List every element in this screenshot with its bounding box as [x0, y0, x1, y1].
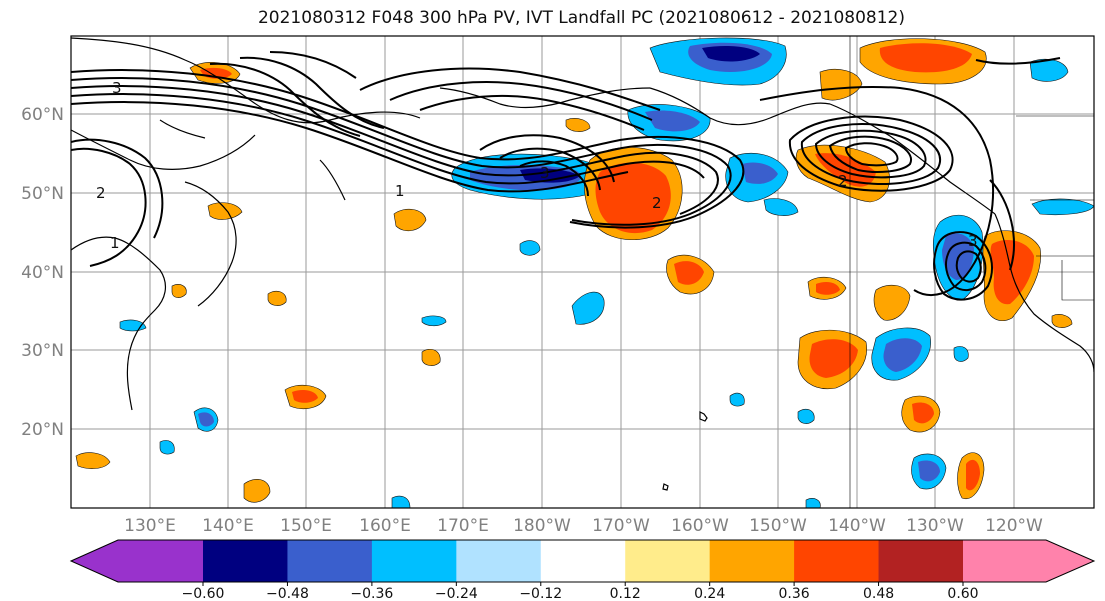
contour-label: 3	[540, 164, 550, 182]
contour-label: 3	[968, 232, 978, 250]
map-frame	[70, 35, 1095, 509]
lon-tick-label: 180°W	[513, 516, 571, 536]
lon-tick-label: 140°W	[828, 516, 886, 536]
lat-tick-label: 60°N	[21, 105, 64, 125]
lon-tick-label: 150°E	[280, 516, 332, 536]
lon-tick-label: 140°E	[202, 516, 254, 536]
colorbar-segment	[625, 540, 711, 582]
lon-tick-label: 160°W	[671, 516, 729, 536]
latitude-axis: 60°N 50°N 40°N 30°N 20°N	[21, 105, 64, 440]
colorbar-tick-label: −0.36	[350, 586, 393, 601]
coastlines	[71, 36, 1094, 508]
colorbar-segment	[794, 540, 880, 582]
contour-labels: 3 2 1 1 2 3 2 3	[96, 79, 978, 252]
colorbar-tick-label: 0.24	[694, 586, 725, 601]
contour-label: 3	[112, 79, 122, 97]
contour-label: 2	[652, 194, 662, 212]
contour-label: 2	[838, 172, 848, 190]
colorbar-segment	[540, 540, 626, 582]
colorbar-tick-label: −0.12	[519, 586, 562, 601]
contour-label: 1	[395, 182, 405, 200]
colorbar-segment	[456, 540, 542, 582]
colorbar-over-segment	[963, 540, 1094, 582]
longitude-axis: 130°E 140°E 150°E 160°E 170°E 180°W 170°…	[124, 516, 1043, 536]
colorbar-tick-label: 0.36	[779, 586, 810, 601]
colorbar-outline	[69, 539, 1096, 583]
contour-label: 2	[96, 184, 106, 202]
lat-tick-label: 40°N	[21, 263, 64, 283]
lon-tick-label: 130°E	[124, 516, 176, 536]
colorbar-tick-label: 0.48	[863, 586, 894, 601]
colorbar-tick-label: 0.60	[947, 586, 978, 601]
pv-contours	[71, 51, 1061, 301]
lat-tick-label: 50°N	[21, 184, 64, 204]
colorbar-segment	[878, 540, 964, 582]
ivt-anomaly-fills	[75, 37, 1094, 508]
lon-tick-label: 150°W	[749, 516, 807, 536]
lat-tick-label: 20°N	[21, 420, 64, 440]
colorbar-under-segment	[71, 540, 203, 582]
colorbar-segment	[371, 540, 457, 582]
colorbar-segment	[709, 540, 795, 582]
lon-tick-label: 130°W	[906, 516, 964, 536]
colorbar: −0.60 −0.48 −0.36 −0.24 −0.12 0.12 0.24 0.36 0.4…	[69, 539, 1096, 601]
lon-tick-label: 170°W	[592, 516, 650, 536]
lat-tick-label: 30°N	[21, 341, 64, 361]
colorbar-tick-label: −0.24	[435, 586, 478, 601]
colorbar-tick-label: −0.60	[182, 586, 225, 601]
colorbar-segment	[287, 540, 373, 582]
lon-tick-label: 170°E	[437, 516, 489, 536]
colorbar-tick-label: 0.12	[610, 586, 641, 601]
lon-tick-label: 120°W	[985, 516, 1043, 536]
lon-tick-label: 160°E	[359, 516, 411, 536]
colorbar-segment	[203, 540, 288, 582]
colorbar-tick-label: −0.48	[266, 586, 309, 601]
contour-label: 1	[110, 234, 120, 252]
map-title: 2021080312 F048 300 hPa PV, IVT Landfall…	[257, 8, 905, 28]
